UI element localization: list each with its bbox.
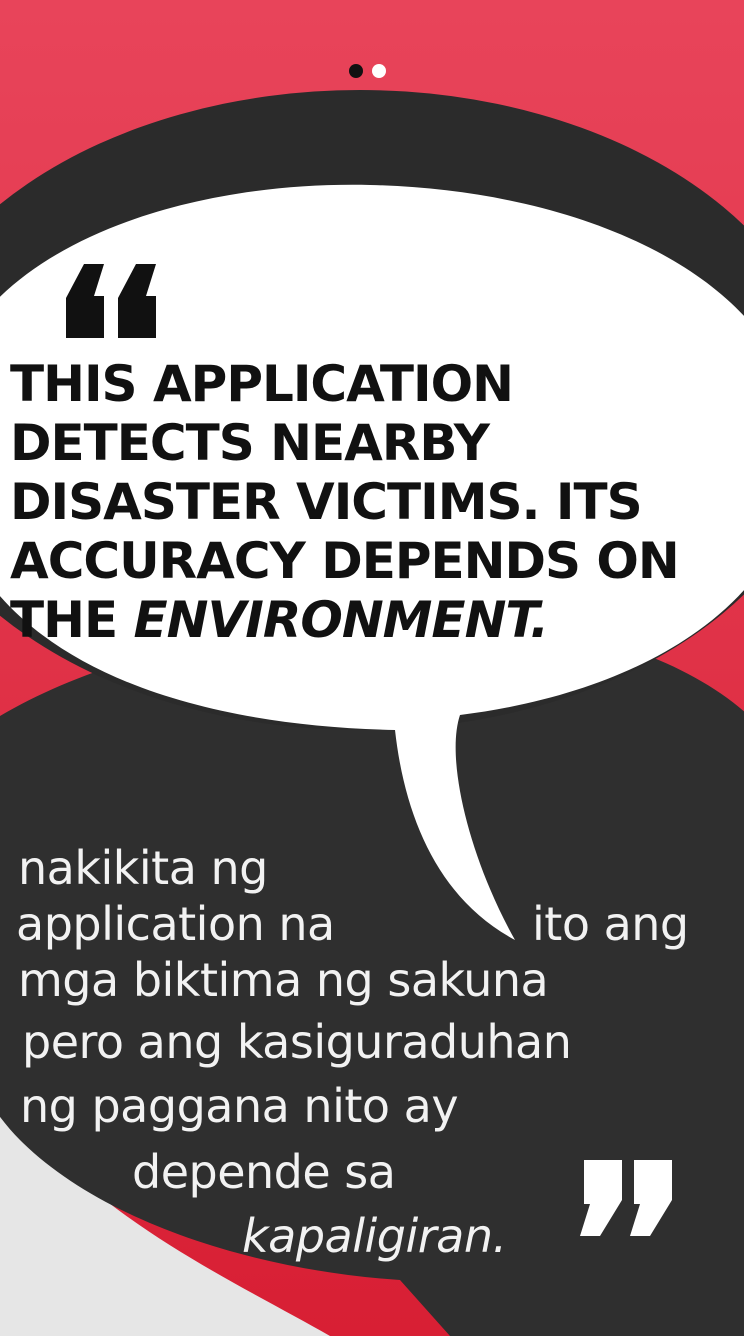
tagalog-line-2b: ito ang — [532, 897, 689, 951]
tagalog-line-2a: application na — [16, 897, 335, 951]
tagalog-emphasis: kapaligiran. — [242, 1209, 507, 1263]
close-quote-icon — [580, 1160, 672, 1236]
tagalog-line-4: pero ang kasiguraduhan — [22, 1015, 572, 1069]
english-quote-line-2: DETECTS NEARBY — [10, 414, 490, 472]
english-quote-emphasis: ENVIRONMENT. — [133, 591, 550, 649]
upper-bubble-white — [0, 184, 744, 940]
page-dot-1[interactable] — [349, 64, 363, 78]
open-quote-icon — [66, 264, 156, 338]
english-quote-line-1: THIS APPLICATION — [10, 355, 514, 413]
english-quote-line-5-prefix: THE — [10, 591, 134, 649]
tagalog-line-7: kapaligiran. — [242, 1208, 507, 1264]
page-indicator — [349, 64, 386, 78]
page-dot-2[interactable] — [372, 64, 386, 78]
tagalog-line-1: nakikita ng — [18, 841, 268, 895]
tagalog-line-5: ng paggana nito ay — [20, 1079, 459, 1133]
english-quote: THIS APPLICATION DETECTS NEARBY DISASTER… — [10, 355, 744, 650]
english-quote-line-5: THE ENVIRONMENT. — [10, 591, 744, 650]
tagalog-line-3: mga biktima ng sakuna — [18, 953, 549, 1007]
lower-bubble-dark — [0, 618, 744, 1336]
english-quote-line-3: DISASTER VICTIMS. ITS — [10, 473, 643, 531]
english-quote-line-4: ACCURACY DEPENDS ON — [10, 532, 680, 590]
tagalog-line-6: depende sa — [132, 1145, 396, 1199]
